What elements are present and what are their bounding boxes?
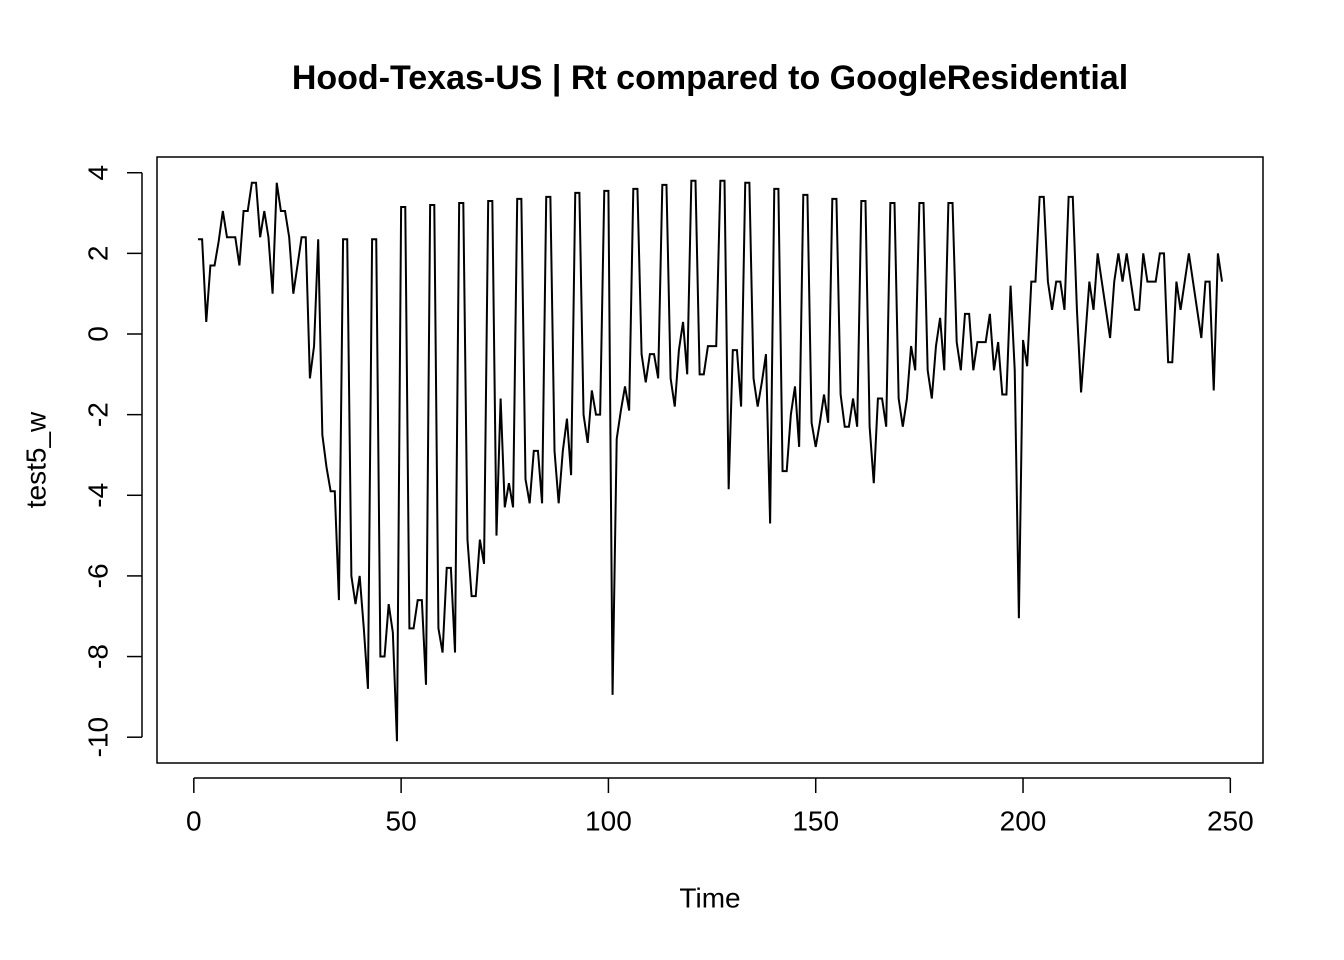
y-axis-label: test5_w xyxy=(20,411,51,508)
y-tick-label: -4 xyxy=(82,483,113,508)
y-tick-label: -10 xyxy=(82,717,113,757)
x-tick-label: 250 xyxy=(1207,805,1254,836)
plot-frame xyxy=(156,156,1264,764)
chart-title: Hood-Texas-US | Rt compared to GoogleRes… xyxy=(292,59,1128,97)
series-line xyxy=(197,179,1224,742)
y-tick-label: -2 xyxy=(82,402,113,427)
y-tick-label: -6 xyxy=(82,563,113,588)
x-tick-label: 100 xyxy=(585,805,632,836)
x-tick-label: 50 xyxy=(386,805,417,836)
x-tick-label: 150 xyxy=(792,805,839,836)
y-tick-label: 0 xyxy=(82,326,113,342)
x-axis-label: Time xyxy=(679,882,740,913)
x-tick-label: 200 xyxy=(1000,805,1047,836)
y-tick-label: -8 xyxy=(82,644,113,669)
y-tick-label: 4 xyxy=(82,165,113,181)
y-tick-label: 2 xyxy=(82,246,113,262)
x-tick-label: 0 xyxy=(186,805,202,836)
